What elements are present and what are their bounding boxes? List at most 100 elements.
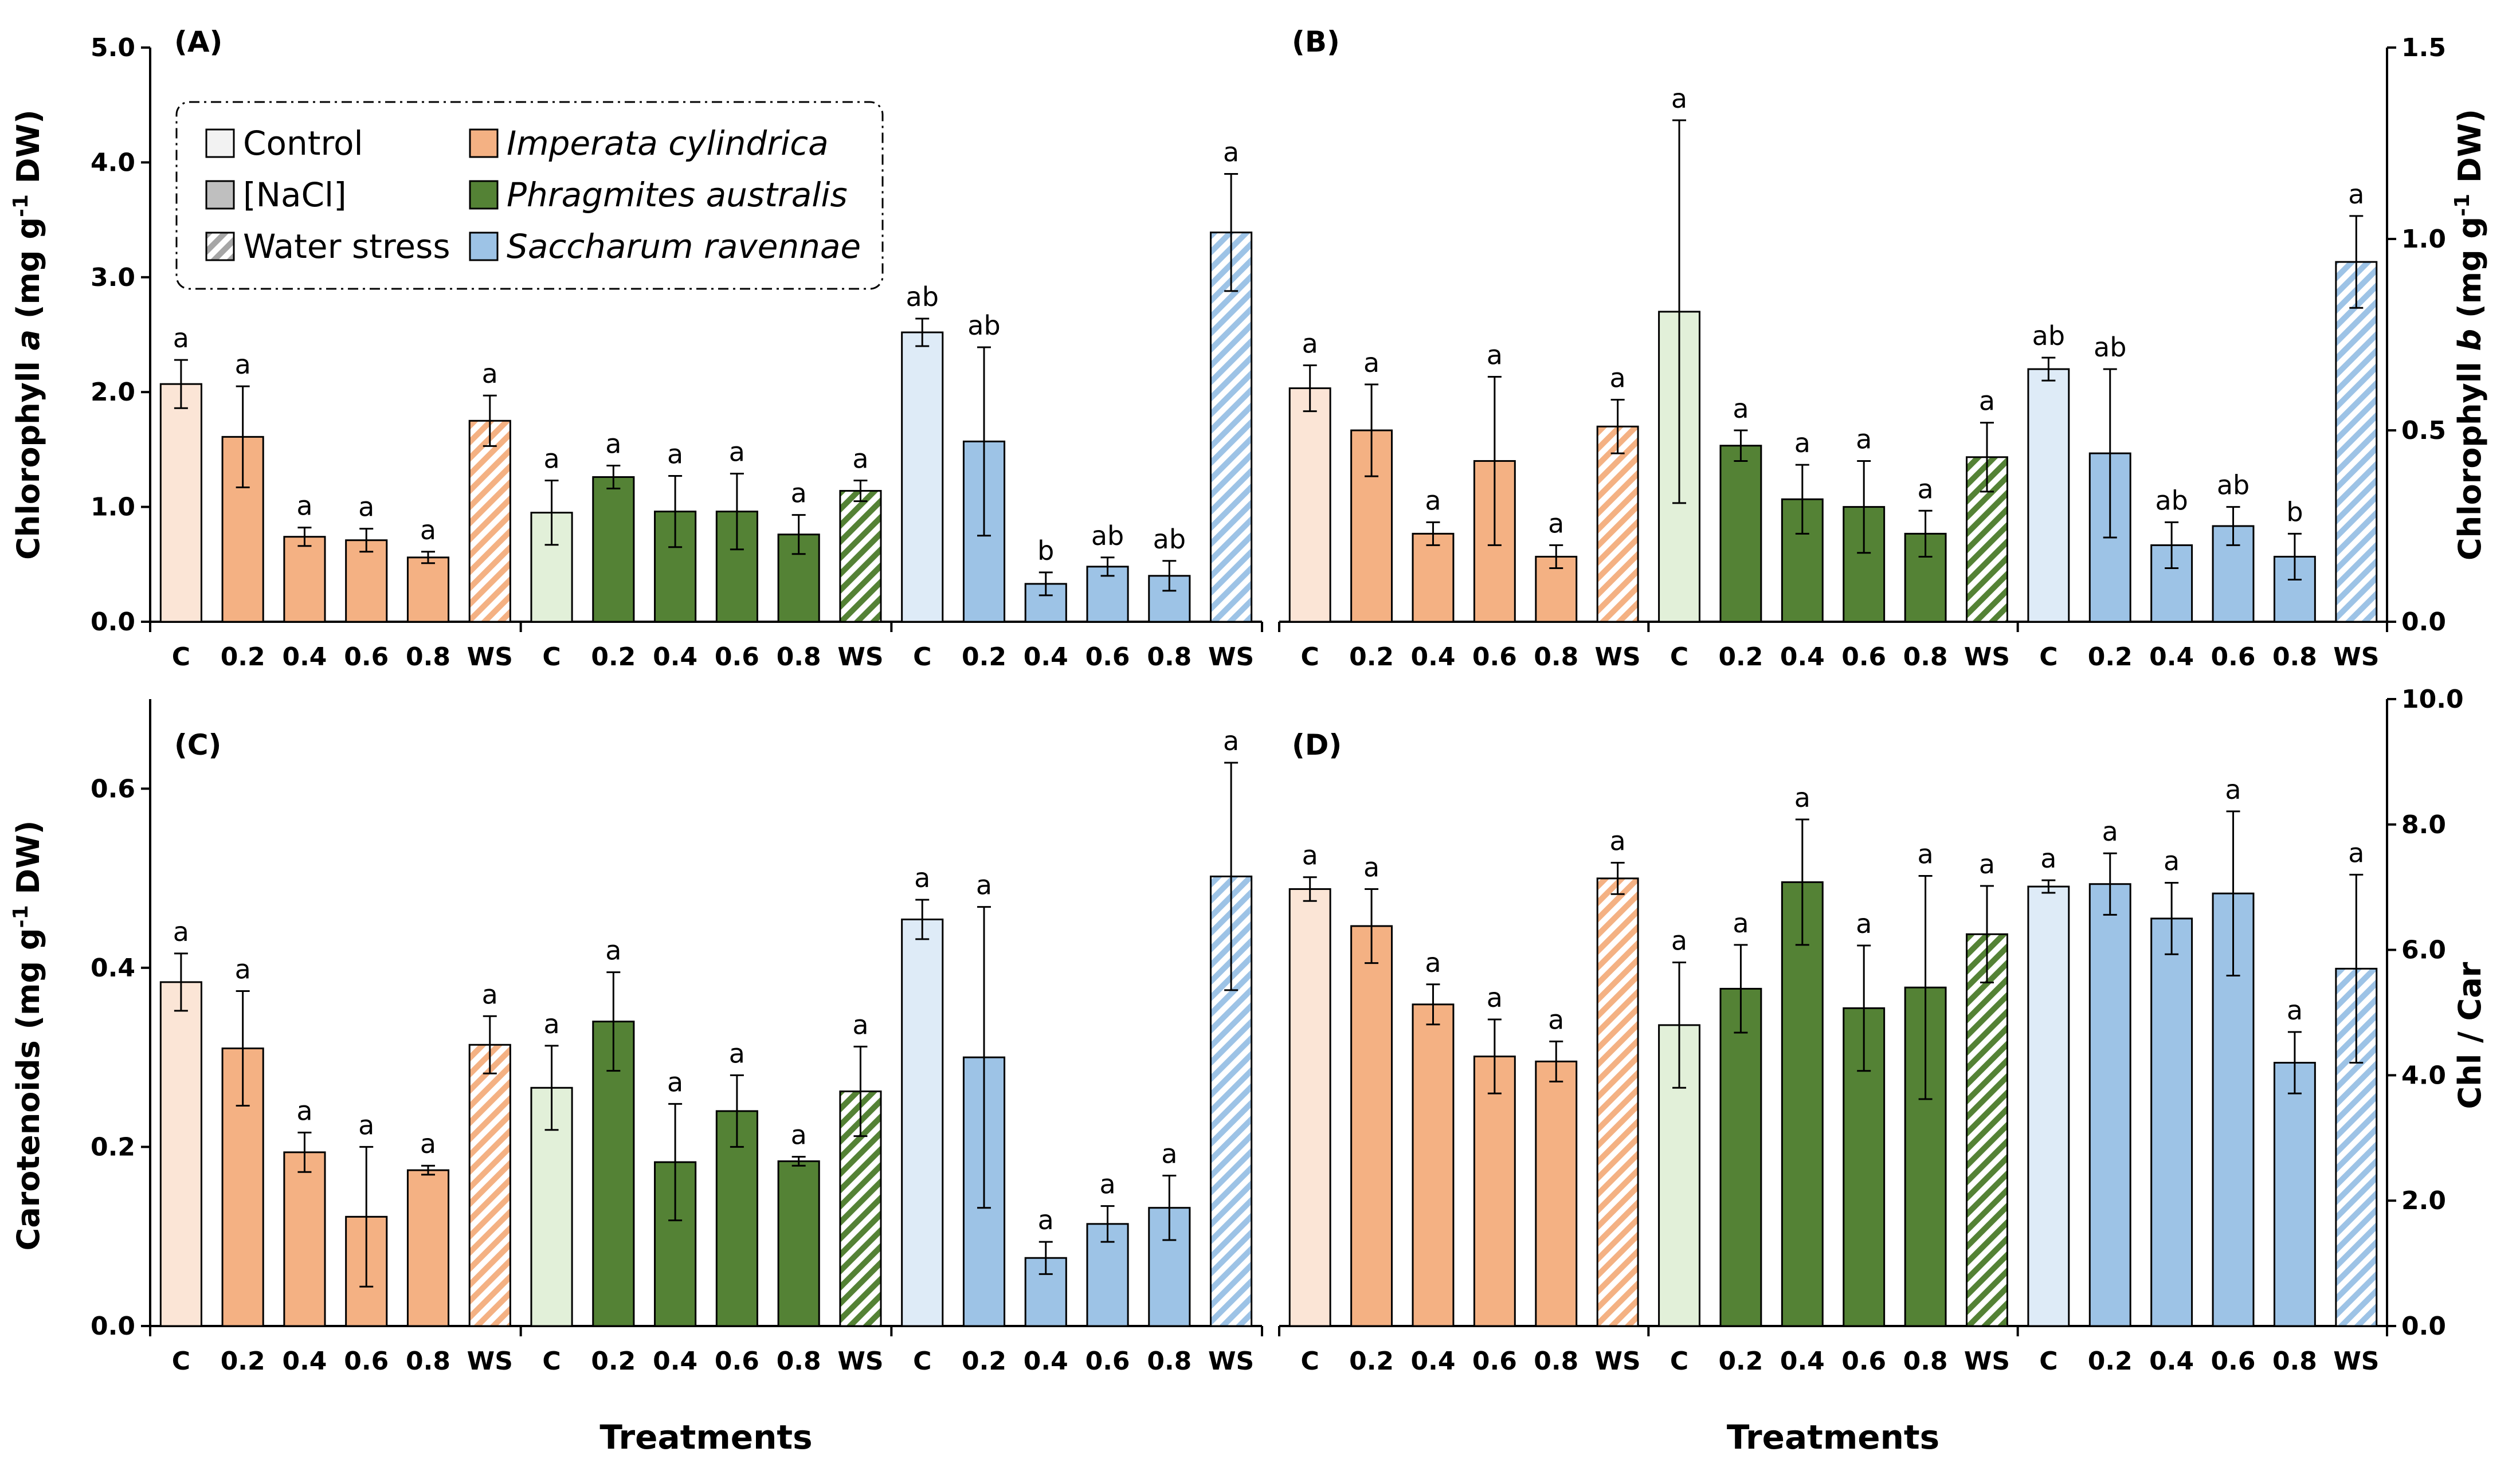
bar	[839, 490, 882, 623]
bar	[1288, 888, 1331, 1327]
legend-label: Saccharum ravennae	[507, 227, 861, 266]
panel-label: (D)	[1292, 728, 1342, 762]
significance-letter: a	[2102, 816, 2118, 847]
bar	[1210, 232, 1253, 623]
category-label: C	[1301, 642, 1319, 672]
y-tick-label: 1.0	[91, 493, 135, 522]
category-label: 0.6	[715, 1347, 759, 1376]
significance-letter: a	[1856, 423, 1872, 454]
category-label: 0.2	[2088, 642, 2133, 672]
legend-box	[175, 101, 884, 290]
series-imperata-cylindrica: a Ca 0.2 a 0.4 a 0.6 a 0.8 a WS	[159, 323, 513, 672]
category-label: 0.6	[2211, 642, 2256, 672]
bar	[2027, 885, 2070, 1327]
bar	[901, 918, 944, 1327]
category-label: 0.2	[1349, 642, 1394, 672]
significance-letter: a	[1733, 908, 1749, 939]
bar	[2088, 883, 2131, 1327]
series-saccharum-ravennae: a Ca 0.2 a 0.4 a 0.6 a 0.8 a WS	[2027, 774, 2379, 1376]
significance-letter: a	[729, 1038, 745, 1069]
category-label: WS	[1208, 642, 1254, 672]
y-tick-label: 0.0	[2401, 607, 2446, 637]
significance-letter: a	[1302, 328, 1318, 359]
category-label: 0.6	[344, 642, 389, 672]
significance-letter: ab	[906, 281, 939, 312]
significance-letter: a	[1979, 386, 1995, 417]
panel-label: (B)	[1292, 25, 1340, 58]
significance-letter: a	[1610, 826, 1626, 857]
significance-letter: a	[1917, 839, 1933, 870]
bar	[592, 476, 635, 623]
significance-letter: a	[852, 444, 868, 474]
bar	[406, 1169, 450, 1327]
significance-letter: a	[667, 1066, 683, 1097]
legend-swatch	[469, 180, 499, 210]
significance-letter: a	[543, 444, 559, 474]
bar	[1966, 933, 2008, 1327]
bar	[1412, 532, 1455, 623]
category-label: 0.2	[962, 1347, 1006, 1376]
y-tick-label: 2.0	[91, 378, 135, 407]
legend-swatch	[469, 128, 499, 158]
panel-label: (A)	[174, 25, 222, 58]
category-label: 0.8	[1903, 642, 1948, 672]
category-label: 0.6	[1472, 642, 1517, 672]
y-tick-label: 0.6	[91, 774, 135, 803]
bar	[345, 539, 388, 623]
y-tick-label: 1.0	[2401, 225, 2446, 254]
y-axis-title: Chlorophyll a (mg g-1 DW)	[9, 109, 47, 560]
category-label: 0.4	[653, 642, 697, 672]
category-label: 0.4	[1410, 642, 1455, 672]
significance-letter: a	[235, 954, 251, 984]
bar	[1535, 1060, 1578, 1327]
significance-letter: a	[296, 1095, 312, 1126]
y-tick-label: 6.0	[2401, 936, 2446, 965]
y-tick-label: 3.0	[91, 263, 135, 292]
significance-letter: a	[1671, 925, 1687, 956]
bar	[592, 1021, 635, 1327]
bar	[1596, 425, 1639, 623]
category-label: 0.8	[1534, 642, 1578, 672]
significance-letter: a	[1099, 1169, 1115, 1200]
significance-letter: a	[482, 358, 498, 389]
bar	[283, 536, 326, 623]
series-imperata-cylindrica: a Ca 0.2 a 0.4 a 0.6 a 0.8 a WS	[159, 916, 513, 1376]
y-tick-label: 10.0	[2401, 685, 2464, 714]
category-label: 0.6	[1085, 1347, 1130, 1376]
bar	[2273, 1062, 2316, 1327]
bar	[1781, 881, 1824, 1327]
significance-letter: a	[914, 862, 930, 893]
y-tick-label: 5.0	[91, 33, 135, 62]
y-tick-label: 8.0	[2401, 810, 2446, 840]
bar	[2150, 917, 2193, 1327]
category-label: 0.2	[221, 642, 265, 672]
bar	[468, 419, 511, 623]
significance-letter: ab	[2032, 320, 2065, 351]
y-tick-label: 4.0	[91, 148, 135, 177]
significance-letter: a	[1363, 852, 1379, 882]
significance-letter: a	[358, 1109, 374, 1140]
category-label: 0.6	[1472, 1347, 1517, 1376]
category-label: WS	[1964, 1347, 2010, 1376]
significance-letter: a	[296, 491, 312, 521]
bar	[468, 1044, 511, 1327]
significance-letter: ab	[1091, 520, 1124, 551]
legend-label: Phragmites australis	[507, 175, 848, 214]
y-tick-label: 0.0	[91, 1312, 135, 1341]
significance-letter: a	[1794, 427, 1810, 458]
significance-letter: a	[1610, 363, 1626, 394]
category-label: 0.4	[653, 1347, 697, 1376]
significance-letter: a	[358, 492, 374, 523]
significance-letter: a	[2348, 179, 2364, 210]
category-label: 0.8	[2272, 1347, 2317, 1376]
significance-letter: a	[1223, 136, 1239, 167]
significance-letter: a	[2225, 774, 2241, 805]
category-label: 0.8	[777, 642, 821, 672]
category-label: 0.2	[221, 1347, 265, 1376]
series-saccharum-ravennae: ab Cab 0.2 ab 0.4 ab 0.6 b 0.8 a WS	[2027, 179, 2379, 672]
category-label: 0.8	[2272, 642, 2317, 672]
category-label: 0.6	[1085, 642, 1130, 672]
category-label: WS	[837, 1347, 883, 1376]
significance-letter: a	[173, 916, 189, 947]
category-label: 0.4	[1024, 1347, 1068, 1376]
